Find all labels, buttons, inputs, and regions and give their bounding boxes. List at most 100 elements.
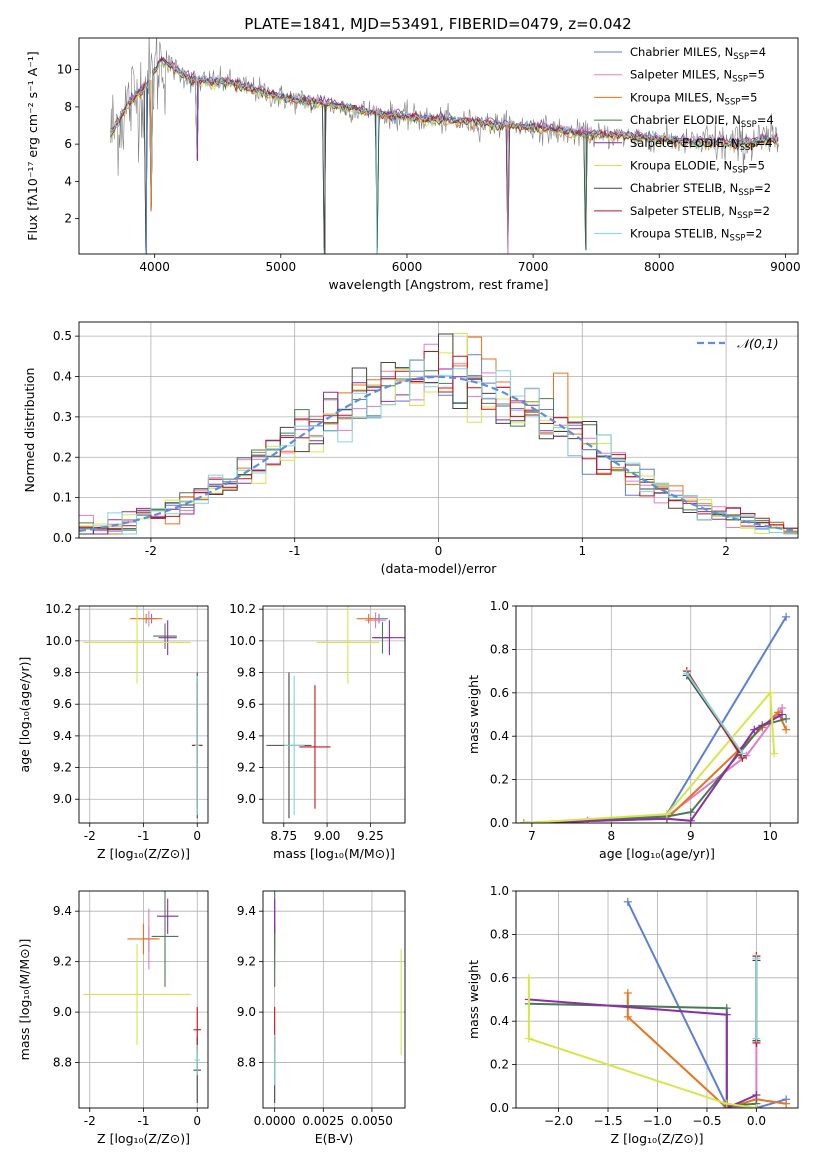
legend-subscript: SSP [725,97,741,107]
y-axis-label: Flux [fλ10⁻¹⁷ erg cm⁻² s⁻¹ A⁻¹] [25,51,40,240]
chart-age-vs-mass: 8.75 9.00 9.25 9.0 9.2 9.4 9.6 9.8 10.0 10.2 mass … [229,602,406,861]
legend-name: Chabrier MILES, N [630,45,733,59]
x-tick-label: 1 [578,544,586,558]
y-tick-label: 9.6 [237,697,256,711]
plot-area [524,897,791,1108]
weight-marker-chabrier-elodie [686,808,695,817]
weight-marker-salpeter-elodie [722,1010,731,1019]
weight-marker-kroupa-elodie [752,1104,761,1108]
y-tick-label: 1.0 [490,599,509,613]
weight-line-salpeter-miles [726,956,758,1108]
model-line-kroupa-stelib [110,61,779,204]
y-tick-label: 9.8 [53,666,72,680]
plot-area [266,606,405,819]
y-axis-label: age [log₁₀(age/yr)] [17,657,32,773]
y-axis-label: mass [log₁₀(M/M⊙)] [17,939,32,1061]
errorbar-kroupa-stelib [195,675,200,816]
x-tick-label: 4000 [139,260,170,274]
y-tick-label: 9.4 [53,904,72,918]
ticks: -2 -1 0 1 2 0.0 0.1 0.2 0.3 0.4 0.5 [53,329,730,558]
y-tick-label: 9.2 [237,761,256,775]
legend-nssp: =4 [757,113,774,127]
weight-marker-kroupa-stelib [738,749,747,758]
errorbar-salpeter-elodie [158,620,177,656]
legend-label: Salpeter STELIB, NSSP=2 [630,204,770,221]
weight-marker-kroupa-stelib [752,1034,761,1043]
x-tick-label: 0.0 [747,1114,766,1128]
legend-nssp: =5 [748,159,765,173]
ticks: 7 8 9 10 0.0 0.2 0.4 0.6 0.8 1.0 [490,599,778,843]
legend-nssp: =5 [740,90,757,104]
x-tick-label: 8 [608,829,616,843]
y-tick-label: 0.2 [490,1058,509,1072]
y-tick-label: 4 [64,174,72,188]
x-axis-label: Z [log₁₀(Z/Z⊙)] [97,1131,190,1146]
ticks: −2.0 −1.5 −1.0 −0.5 0.0 0.0 0.2 0.4 0.6 0.8 1.0 [490,884,766,1128]
y-tick-label: 9.2 [53,761,72,775]
y-tick-label: 0.2 [53,450,72,464]
chart-mass-vs-z: -2 -1 0 8.8 9.0 9.2 9.4 Z [log₁₀(Z/Z⊙)] mass [lo… [17,890,209,1146]
legend-subscript: SSP [733,52,749,62]
weight-line-salpeter-elodie [523,713,783,823]
x-axis-label: (data-model)/error [381,561,498,576]
errorbar-kroupa-miles [127,923,160,955]
legend-label: Salpeter MILES, NSSP=5 [630,68,765,85]
y-tick-label: 0.4 [53,370,72,384]
errorbar-kroupa-miles [356,613,381,624]
y-tick-label: 9.0 [53,792,72,806]
weight-marker-chabrier-elodie [782,714,791,723]
chart-mass-vs-ebv: 0.0000 0.0025 0.0050 8.8 9.0 9.2 9.4 E(B-V) [237,890,406,1146]
x-tick-label: 2 [722,544,730,558]
grid [263,606,405,823]
y-tick-label: 6 [64,137,72,151]
legend-nssp: =2 [745,227,762,241]
x-tick-label: −0.5 [692,1114,721,1128]
weight-line-chabrier-elodie [528,1002,757,1107]
axes-frame [78,37,799,255]
y-axis-label: mass weight [466,960,481,1039]
x-tick-label: 0.0000 [254,1114,296,1128]
weight-marker-kroupa-miles [782,1099,791,1108]
grid [79,891,208,1108]
errorbar-kroupa-stelib [194,1044,200,1076]
figure-title: PLATE=1841, MJD=53491, FIBERID=0479, z=0… [244,15,631,33]
weight-marker-kroupa-miles [623,1012,632,1021]
chart-age-vs-z: -2 -1 0 9.0 9.2 9.4 9.6 9.8 10.0 10.2 Z [log₁₀(Z/Z… [17,602,209,861]
histogram-salpeter-stelib [79,351,798,529]
chart-mass-weight-vs-z: −2.0 −1.5 −1.0 −0.5 0.0 0.0 0.2 0.4 0.6 0.8 1.0 Z [… [466,884,799,1146]
errorbar-kroupa-stelib [283,675,305,816]
y-tick-label: 0.2 [490,773,509,787]
y-tick-label: 9.4 [237,904,256,918]
legend-nssp: =2 [753,204,770,218]
y-tick-label: 0.0 [490,816,509,830]
y-tick-label: 0.4 [490,729,509,743]
legend-name: Chabrier ELODIE, N [630,113,741,127]
y-tick-label: 9.2 [237,955,256,969]
grid [516,605,798,824]
errorbar-salpeter-stelib [299,685,331,809]
x-tick-label: -2 [84,829,96,843]
x-tick-label: 0 [193,1114,201,1128]
chart-mass-weight-vs-age: 7 8 9 10 0.0 0.2 0.4 0.6 0.8 1.0 age [log₁₀(age/yr… [466,599,799,861]
x-tick-label: -2 [145,544,157,558]
ticks: 8.75 9.00 9.25 9.0 9.2 9.4 9.6 9.8 10.0 10.2 [229,602,383,843]
axes-frame [78,605,209,824]
ticks: -2 -1 0 9.0 9.2 9.4 9.6 9.8 10.0 10.2 [45,602,201,843]
legend-name: Kroupa MILES, N [630,90,725,104]
weight-marker-kroupa-elodie [519,819,528,823]
errorbar-chabrier-elodie [151,891,179,987]
weight-line-salpeter-elodie [528,998,757,1108]
legend-label: Kroupa STELIB, NSSP=2 [630,227,762,244]
errorbar-kroupa-elodie [316,606,380,684]
errorbar-salpeter-elodie [156,898,179,934]
y-tick-label: 9.0 [237,792,256,806]
legend-nssp: =4 [756,136,773,150]
legend: 𝒩(0,1) [697,336,779,351]
y-tick-label: 9.0 [53,1005,72,1019]
x-tick-label: 5000 [266,260,297,274]
x-tick-label: 9.25 [357,829,384,843]
axes-frame [262,605,406,824]
legend-name: Salpeter ELODIE, N [630,136,740,150]
legend-subscript: SSP [741,120,757,130]
